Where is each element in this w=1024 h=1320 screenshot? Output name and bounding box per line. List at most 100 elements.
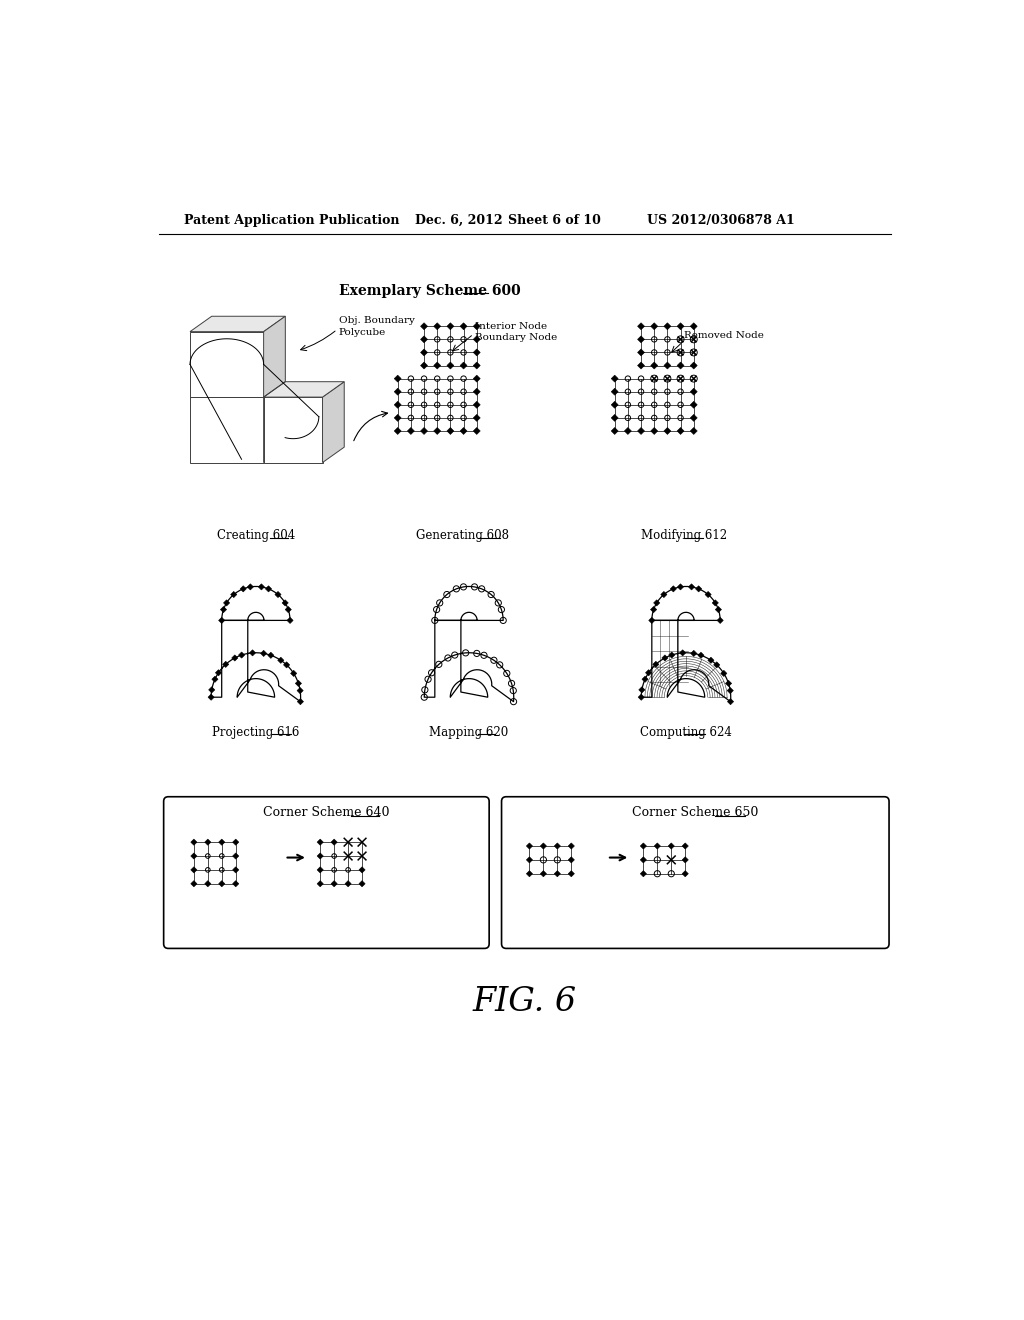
Polygon shape [287, 618, 293, 623]
Circle shape [626, 376, 631, 381]
Polygon shape [232, 867, 239, 873]
Polygon shape [331, 840, 337, 845]
Circle shape [654, 857, 660, 863]
Circle shape [510, 698, 517, 705]
Polygon shape [394, 428, 401, 434]
Circle shape [434, 376, 440, 381]
Polygon shape [625, 428, 632, 434]
Circle shape [422, 686, 428, 693]
Polygon shape [190, 880, 197, 887]
Polygon shape [263, 381, 344, 397]
Text: FIG. 6: FIG. 6 [473, 986, 577, 1018]
Text: Sheet 6 of 10: Sheet 6 of 10 [508, 214, 601, 227]
Circle shape [332, 854, 337, 858]
Circle shape [461, 337, 466, 342]
Polygon shape [291, 671, 297, 676]
Polygon shape [727, 698, 733, 705]
Circle shape [554, 857, 560, 863]
Polygon shape [317, 867, 324, 873]
Circle shape [651, 337, 657, 342]
Circle shape [332, 867, 337, 873]
Polygon shape [359, 880, 366, 887]
Circle shape [461, 389, 466, 395]
Polygon shape [714, 661, 720, 668]
Text: Mapping 620: Mapping 620 [429, 726, 509, 739]
Circle shape [690, 348, 697, 356]
Polygon shape [394, 375, 401, 381]
Polygon shape [611, 388, 618, 395]
Polygon shape [695, 586, 701, 591]
Polygon shape [394, 388, 401, 395]
Circle shape [461, 350, 466, 355]
Circle shape [425, 676, 431, 682]
Circle shape [428, 669, 435, 676]
Polygon shape [240, 586, 247, 591]
Circle shape [434, 403, 440, 408]
Circle shape [665, 389, 670, 395]
Circle shape [678, 403, 683, 408]
Polygon shape [473, 362, 480, 370]
Polygon shape [460, 428, 467, 434]
Polygon shape [394, 401, 401, 408]
Polygon shape [680, 649, 686, 656]
Circle shape [664, 375, 671, 381]
Circle shape [409, 416, 414, 421]
Polygon shape [232, 880, 239, 887]
Circle shape [206, 854, 210, 858]
Polygon shape [219, 840, 225, 845]
Circle shape [447, 403, 453, 408]
Circle shape [677, 348, 684, 356]
Circle shape [461, 403, 466, 408]
Circle shape [496, 599, 502, 606]
Polygon shape [638, 694, 644, 701]
Polygon shape [285, 606, 292, 612]
Circle shape [665, 337, 670, 342]
Circle shape [434, 350, 440, 355]
Circle shape [447, 416, 453, 421]
Circle shape [432, 618, 438, 623]
Polygon shape [446, 323, 454, 330]
Polygon shape [190, 853, 197, 859]
Polygon shape [638, 323, 644, 330]
Polygon shape [220, 606, 226, 612]
Polygon shape [473, 375, 480, 381]
Circle shape [409, 389, 414, 395]
Circle shape [447, 389, 453, 395]
Circle shape [500, 618, 506, 623]
Circle shape [461, 583, 467, 590]
Text: Projecting 616: Projecting 616 [212, 726, 300, 739]
Polygon shape [421, 335, 428, 343]
Circle shape [452, 652, 458, 659]
Polygon shape [421, 323, 428, 330]
Polygon shape [209, 686, 215, 693]
Polygon shape [554, 843, 560, 849]
Polygon shape [669, 843, 675, 849]
Polygon shape [265, 586, 271, 591]
Polygon shape [219, 880, 225, 887]
Circle shape [677, 375, 684, 381]
Polygon shape [690, 323, 697, 330]
Polygon shape [267, 652, 274, 659]
Polygon shape [640, 871, 646, 876]
Text: Removed Node: Removed Node [684, 331, 764, 341]
Polygon shape [260, 651, 267, 656]
Polygon shape [190, 840, 197, 845]
Polygon shape [677, 583, 684, 590]
Polygon shape [664, 428, 671, 434]
Polygon shape [638, 362, 644, 370]
Text: Obj. Boundary: Obj. Boundary [339, 315, 415, 325]
Polygon shape [650, 428, 657, 434]
Circle shape [678, 389, 683, 395]
Polygon shape [359, 867, 366, 873]
Polygon shape [640, 857, 646, 863]
Polygon shape [317, 853, 324, 859]
Circle shape [219, 867, 224, 873]
Circle shape [454, 586, 460, 591]
Polygon shape [215, 669, 221, 676]
Circle shape [650, 375, 657, 381]
Text: Modifying 612: Modifying 612 [641, 529, 727, 543]
Polygon shape [473, 335, 480, 343]
Polygon shape [554, 871, 560, 876]
Circle shape [541, 857, 547, 863]
Circle shape [474, 651, 480, 656]
